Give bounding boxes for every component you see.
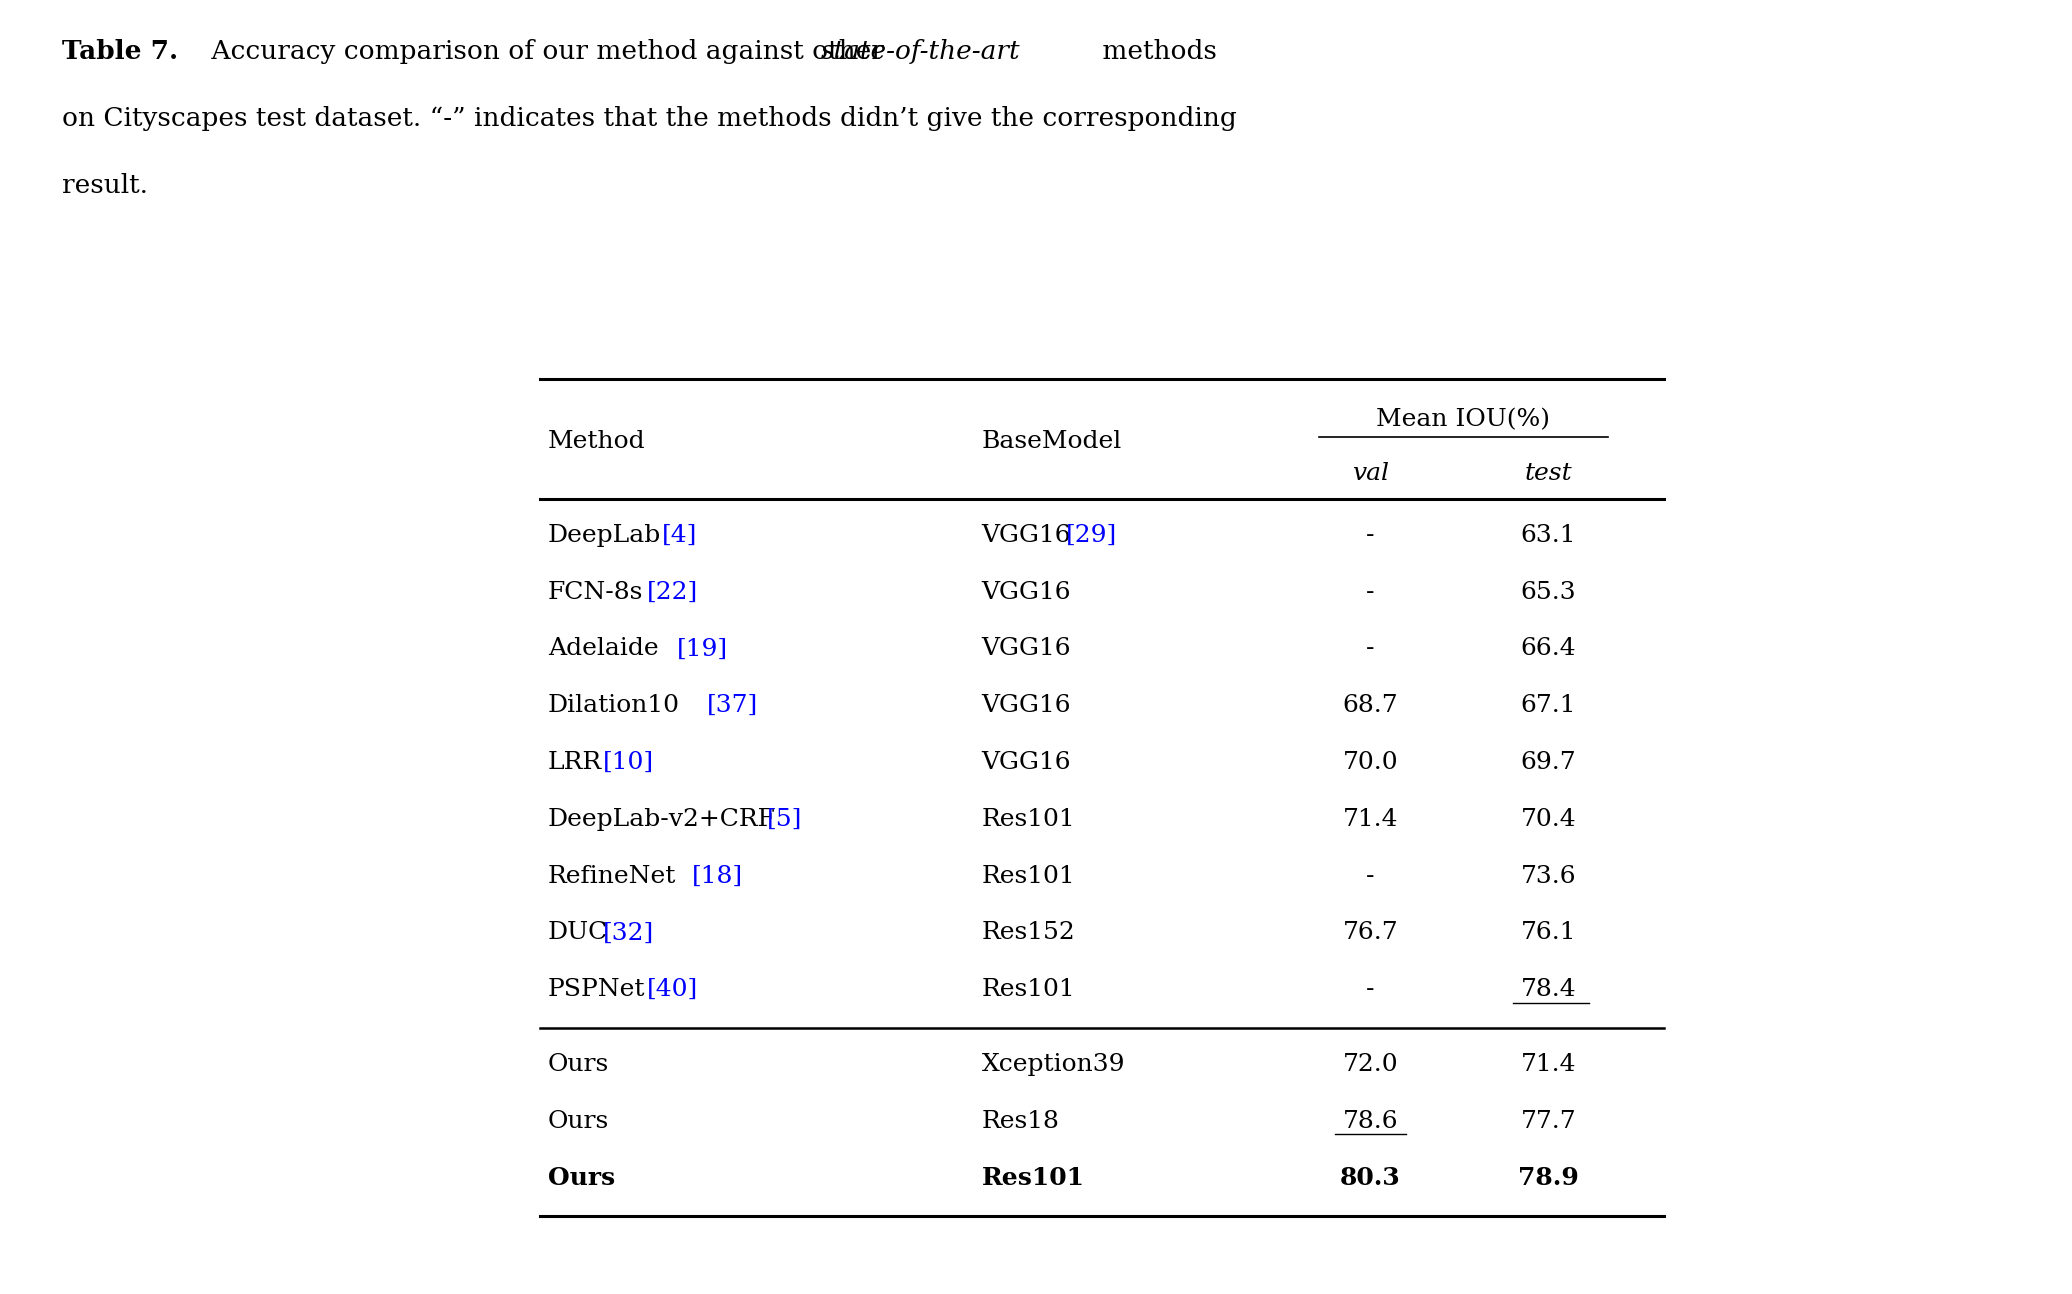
Text: Dilation10: Dilation10 (547, 695, 680, 717)
Text: Res101: Res101 (982, 978, 1075, 1002)
Text: Ours: Ours (547, 1053, 609, 1077)
Text: Res101: Res101 (982, 1166, 1084, 1190)
Text: Accuracy comparison of our method against other: Accuracy comparison of our method agains… (203, 39, 893, 63)
Text: [22]: [22] (646, 581, 698, 604)
Text: DUC: DUC (547, 921, 609, 945)
Text: PSPNet: PSPNet (547, 978, 646, 1002)
Text: -: - (1365, 978, 1374, 1002)
Text: val: val (1351, 462, 1388, 485)
Text: 65.3: 65.3 (1521, 581, 1577, 604)
Text: Res152: Res152 (982, 921, 1075, 945)
Text: 71.4: 71.4 (1343, 807, 1399, 831)
Text: VGG16: VGG16 (982, 638, 1071, 660)
Text: Res18: Res18 (982, 1110, 1059, 1132)
Text: [4]: [4] (663, 524, 698, 547)
Text: [19]: [19] (678, 638, 727, 660)
Text: [32]: [32] (603, 921, 655, 945)
Text: FCN-8s: FCN-8s (547, 581, 644, 604)
Text: 80.3: 80.3 (1341, 1166, 1401, 1190)
Text: -: - (1365, 638, 1374, 660)
Text: [10]: [10] (603, 751, 653, 774)
Text: VGG16: VGG16 (982, 751, 1071, 774)
Text: on Cityscapes test dataset. “-” indicates that the methods didn’t give the corre: on Cityscapes test dataset. “-” indicate… (62, 106, 1237, 131)
Text: [29]: [29] (1065, 524, 1117, 547)
Text: Adelaide: Adelaide (547, 638, 659, 660)
Text: methods: methods (1094, 39, 1216, 63)
Text: 63.1: 63.1 (1521, 524, 1577, 547)
Text: Res101: Res101 (982, 807, 1075, 831)
Text: Mean IOU(%): Mean IOU(%) (1376, 408, 1550, 431)
Text: VGG16: VGG16 (982, 695, 1071, 717)
Text: [5]: [5] (767, 807, 802, 831)
Text: -: - (1365, 524, 1374, 547)
Text: Ours: Ours (547, 1166, 615, 1190)
Text: 78.6: 78.6 (1343, 1110, 1399, 1132)
Text: VGG16: VGG16 (982, 581, 1071, 604)
Text: 69.7: 69.7 (1521, 751, 1577, 774)
Text: 78.4: 78.4 (1521, 978, 1577, 1002)
Text: 68.7: 68.7 (1343, 695, 1399, 717)
Text: DeepLab: DeepLab (547, 524, 661, 547)
Text: 78.9: 78.9 (1519, 1166, 1579, 1190)
Text: 70.0: 70.0 (1343, 751, 1399, 774)
Text: VGG16: VGG16 (982, 524, 1071, 547)
Text: 72.0: 72.0 (1343, 1053, 1399, 1077)
Text: 76.7: 76.7 (1343, 921, 1399, 945)
Text: 70.4: 70.4 (1521, 807, 1577, 831)
Text: state-of-the-art: state-of-the-art (821, 39, 1019, 63)
Text: Xception39: Xception39 (982, 1053, 1125, 1077)
Text: 77.7: 77.7 (1521, 1110, 1577, 1132)
Text: test: test (1525, 462, 1573, 485)
Text: -: - (1365, 864, 1374, 888)
Text: [40]: [40] (646, 978, 698, 1002)
Text: 73.6: 73.6 (1521, 864, 1577, 888)
Text: DeepLab-v2+CRF: DeepLab-v2+CRF (547, 807, 775, 831)
Text: RefineNet: RefineNet (547, 864, 675, 888)
Text: -: - (1365, 581, 1374, 604)
Text: [37]: [37] (707, 695, 758, 717)
Text: BaseModel: BaseModel (982, 430, 1121, 453)
Text: Res101: Res101 (982, 864, 1075, 888)
Text: LRR: LRR (547, 751, 603, 774)
Text: result.: result. (62, 173, 149, 198)
Text: Table 7.: Table 7. (62, 39, 178, 63)
Text: Ours: Ours (547, 1110, 609, 1132)
Text: 71.4: 71.4 (1521, 1053, 1577, 1077)
Text: 76.1: 76.1 (1521, 921, 1577, 945)
Text: Method: Method (547, 430, 646, 453)
Text: 66.4: 66.4 (1521, 638, 1577, 660)
Text: 67.1: 67.1 (1521, 695, 1577, 717)
Text: [18]: [18] (692, 864, 744, 888)
